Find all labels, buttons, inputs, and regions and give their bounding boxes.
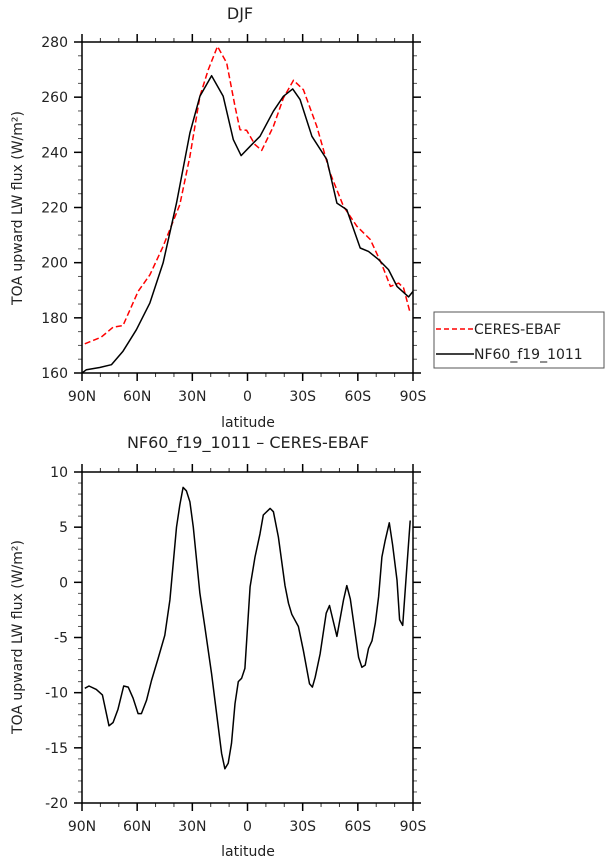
x-tick-label: 30S (289, 819, 316, 835)
y-tick-label: 180 (41, 311, 68, 327)
plot-frame (81, 41, 414, 374)
x-tick-label: 60S (344, 389, 371, 405)
legend-box (433, 311, 605, 369)
top-xlabel: latitude (221, 415, 275, 431)
bottom-title: NF60_f19_1011 – CERES-EBAF (127, 433, 369, 453)
x-tick-label: 60N (123, 819, 151, 835)
bottom-ylabel: TOA upward LW flux (W/m²) (10, 540, 26, 735)
y-tick-label: 240 (41, 145, 68, 161)
x-tick-label: 0 (243, 819, 252, 835)
bottom-panel: NF60_f19_1011 – CERES-EBAF latitude TOA … (10, 433, 426, 860)
top-title: DJF (227, 4, 253, 23)
x-tick-label: 90S (400, 819, 427, 835)
y-tick-label: 10 (50, 465, 68, 481)
y-tick-label: 0 (59, 575, 68, 591)
x-tick-label: 60N (123, 389, 151, 405)
x-tick-label: 60S (344, 819, 371, 835)
plot-frame (81, 471, 414, 804)
y-tick-label: -15 (45, 741, 68, 757)
y-tick-label: 160 (41, 366, 68, 382)
legend-label-model: NF60_f19_1011 (474, 347, 583, 363)
y-tick-label: 260 (41, 90, 68, 106)
y-tick-label: -10 (45, 686, 68, 702)
y-tick-label: -5 (54, 631, 68, 647)
top-panel: DJF latitude TOA upward LW flux (W/m²) 9… (10, 4, 426, 431)
y-tick-label: -20 (45, 796, 68, 812)
top-ylabel: TOA upward LW flux (W/m²) (10, 111, 26, 306)
bottom-xlabel: latitude (221, 844, 275, 860)
x-tick-label: 90N (68, 819, 96, 835)
series-line-ceres-ebaf (84, 45, 411, 345)
x-tick-label: 90S (400, 389, 427, 405)
x-tick-label: 0 (243, 389, 252, 405)
legend-label-ceres: CERES-EBAF (474, 322, 561, 338)
y-tick-label: 200 (41, 256, 68, 272)
legend: CERES-EBAF NF60_f19_1011 (433, 311, 605, 369)
x-tick-label: 90N (68, 389, 96, 405)
x-tick-label: 30N (178, 389, 206, 405)
x-tick-label: 30S (289, 389, 316, 405)
series-line-nf60-f19-1011 (81, 74, 414, 374)
y-tick-label: 220 (41, 201, 68, 217)
series-line-difference (84, 486, 411, 770)
y-tick-label: 280 (41, 35, 68, 51)
y-tick-label: 5 (59, 520, 68, 536)
x-tick-label: 30N (178, 819, 206, 835)
